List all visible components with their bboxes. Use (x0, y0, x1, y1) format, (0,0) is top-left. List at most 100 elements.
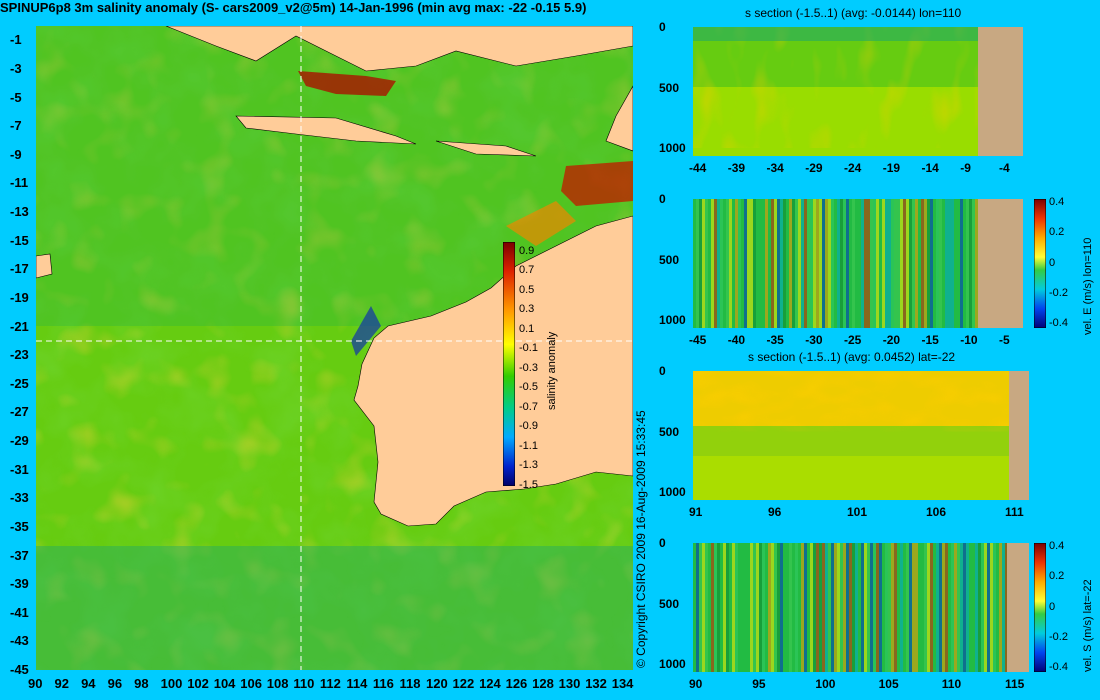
p4-y-tick: 500 (659, 596, 680, 611)
velocity-stripe (876, 543, 879, 672)
velocity-stripe (882, 543, 885, 672)
lon-tick-label: 134 (611, 676, 634, 691)
velocity-stripe (888, 199, 891, 328)
p2-colorbar-tick: 0.4 (1049, 196, 1065, 208)
p2-colorbar-tick: -0.2 (1049, 286, 1068, 299)
colorbar-tick-label: 0.1 (519, 322, 535, 335)
lat-tick-label: -7 (10, 118, 22, 134)
velocity-stripe (870, 543, 873, 672)
panel4-colorbar (1034, 543, 1046, 672)
panel3-title: s section (-1.5..1) (avg: 0.0452) lat=-2… (748, 350, 956, 364)
lat-tick-label: -5 (10, 89, 22, 105)
colorbar-tick-label: -1.5 (519, 479, 538, 491)
velocity-stripe (819, 543, 822, 672)
positive-anomaly-arafura (561, 161, 633, 206)
velocity-stripe (693, 199, 696, 328)
velocity-stripe (711, 543, 714, 672)
velocity-stripe (948, 199, 951, 328)
panel2-colorbar-label: vel. E (m/s) lon=110 (1082, 237, 1094, 335)
velocity-stripe (765, 543, 768, 672)
velocity-stripe (924, 543, 927, 672)
velocity-stripe (813, 543, 816, 672)
velocity-stripe (735, 199, 738, 328)
velocity-stripe (879, 199, 882, 328)
velocity-stripe (729, 543, 732, 672)
lon-tick-label: 114 (346, 676, 368, 691)
p1-x-tick: -9 (960, 161, 971, 175)
velocity-stripe (777, 199, 780, 328)
p4-x-tick: 95 (752, 677, 766, 691)
velocity-stripe (1005, 543, 1008, 672)
lat-tick-label: -39 (10, 576, 29, 592)
lon-tick-label: 90 (28, 676, 43, 691)
lat-tick-label: -9 (10, 146, 22, 162)
velocity-stripe (843, 199, 846, 328)
map-colorbar (503, 242, 515, 486)
colorbar-tick-label: 0.5 (519, 283, 535, 296)
p1-x-tick: -14 (921, 161, 939, 175)
lon-tick-label: 108 (266, 676, 289, 691)
velocity-stripe (945, 199, 948, 328)
velocity-stripe (786, 199, 789, 328)
velocity-stripe (774, 199, 777, 328)
p3-y-tick: 1000 (659, 485, 686, 499)
velocity-stripe (945, 543, 948, 672)
velocity-stripe (957, 543, 960, 672)
velocity-stripe (936, 543, 939, 672)
velocity-stripe (930, 543, 933, 672)
panel1-salinity-section-lon110 (693, 27, 1023, 156)
velocity-stripe (930, 199, 933, 328)
panel2-land (978, 199, 1023, 328)
velocity-stripe (717, 543, 720, 672)
velocity-stripe (726, 199, 729, 328)
velocity-stripe (996, 543, 999, 672)
velocity-stripe (774, 543, 777, 672)
velocity-stripe (906, 199, 909, 328)
velocity-stripe (804, 543, 807, 672)
velocity-stripe (933, 199, 936, 328)
lat-tick-label: -43 (10, 633, 29, 649)
lon-tick-label: 116 (372, 676, 394, 691)
p1-x-tick: -19 (882, 161, 901, 175)
lon-tick-label: 112 (319, 676, 341, 691)
p1-x-tick: -44 (689, 161, 707, 175)
p3-x-tick: 91 (689, 505, 703, 519)
velocity-stripe (918, 199, 921, 328)
velocity-stripe (888, 543, 891, 672)
panel2-colorbar (1034, 199, 1046, 328)
p3-y-tick: 500 (659, 424, 680, 439)
velocity-stripe (834, 543, 837, 672)
velocity-stripe (741, 199, 744, 328)
velocity-stripe (864, 543, 867, 672)
velocity-stripe (792, 199, 795, 328)
velocity-stripe (744, 199, 747, 328)
lat-tick-label: -41 (10, 604, 29, 620)
landmass (36, 26, 633, 527)
velocity-stripe (744, 543, 747, 672)
velocity-stripe (720, 543, 723, 672)
lat-tick-label: -35 (10, 518, 29, 534)
velocity-stripe (816, 543, 819, 672)
lat-tick-label: -19 (10, 289, 29, 305)
panel3-salinity-section-lat22 (693, 371, 1029, 500)
p2-colorbar-tick: -0.4 (1049, 317, 1068, 329)
land-shape-4 (353, 215, 633, 527)
velocity-stripe (696, 543, 699, 672)
velocity-stripe (939, 199, 942, 328)
p2-x-tick: -5 (999, 333, 1010, 347)
lat-tick-label: -37 (10, 547, 29, 563)
velocity-stripe (903, 199, 906, 328)
velocity-stripe (756, 543, 759, 672)
velocity-stripe (840, 543, 843, 672)
velocity-stripe (921, 199, 924, 328)
velocity-stripe (735, 543, 738, 672)
velocity-stripe (909, 199, 912, 328)
velocity-stripe (714, 199, 717, 328)
lat-tick-label: -15 (10, 232, 29, 248)
velocity-stripe (771, 543, 774, 672)
lon-tick-label: 104 (213, 676, 236, 691)
velocity-stripe (747, 199, 750, 328)
p1-x-tick: -29 (805, 161, 823, 175)
lon-tick-label: 98 (134, 676, 149, 691)
lat-tick-label: -21 (10, 318, 29, 334)
